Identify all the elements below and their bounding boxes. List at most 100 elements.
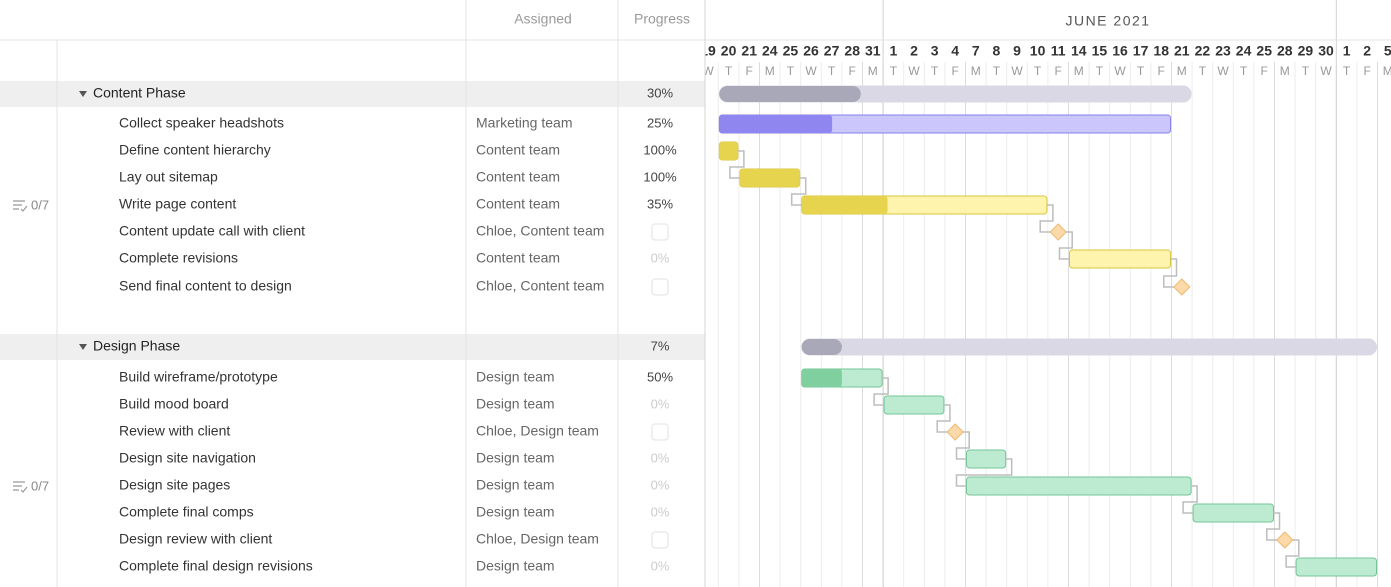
task-name[interactable]: Collect speaker headshots [119, 115, 284, 131]
weekday: M [1383, 64, 1391, 78]
task-name[interactable]: Write page content [119, 196, 236, 212]
weekday: F [849, 64, 856, 78]
day-number: 21 [1174, 43, 1190, 59]
task-assignee[interactable]: Design team [476, 477, 555, 493]
subtask-icon[interactable] [13, 200, 28, 212]
day-number: 29 [1298, 43, 1314, 59]
task-assignee[interactable]: Design team [476, 369, 555, 385]
milestone-checkbox[interactable] [651, 278, 669, 296]
day-number: 1 [890, 43, 898, 59]
milestone[interactable] [1276, 531, 1294, 549]
day-number: 10 [1030, 43, 1046, 59]
task-assignee[interactable]: Chloe, Design team [476, 423, 599, 439]
weekday: T [1199, 64, 1207, 78]
task-assignee[interactable]: Design team [476, 504, 555, 520]
task-name[interactable]: Lay out sitemap [119, 169, 218, 185]
day-number: 22 [1195, 43, 1211, 59]
day-number: 25 [1256, 43, 1272, 59]
column-header[interactable]: Progress [634, 11, 690, 27]
task-bar [883, 395, 945, 415]
task-progress: 25% [647, 115, 673, 130]
weekday: T [828, 64, 836, 78]
day-number: 14 [1071, 43, 1087, 59]
task-assignee[interactable]: Chloe, Content team [476, 278, 604, 294]
task-name[interactable]: Design site pages [119, 477, 230, 493]
milestone-checkbox[interactable] [651, 531, 669, 549]
task-name[interactable]: Build mood board [119, 396, 229, 412]
group-name[interactable]: Content Phase [93, 85, 186, 101]
day-number: 2 [910, 43, 918, 59]
collapse-toggle[interactable] [79, 91, 87, 97]
task-name[interactable]: Complete revisions [119, 250, 238, 266]
day-number: 5 [1384, 43, 1391, 59]
task-name[interactable]: Complete final design revisions [119, 558, 313, 574]
weekday: T [993, 64, 1001, 78]
task-name[interactable]: Design site navigation [119, 450, 256, 466]
weekday: T [1240, 64, 1248, 78]
dependency-line [790, 177, 807, 206]
group-progress: 7% [651, 338, 670, 353]
task-bar [1192, 503, 1274, 523]
subtask-count[interactable]: 0/7 [31, 478, 49, 493]
group-name[interactable]: Design Phase [93, 338, 180, 354]
dependency-line [1285, 539, 1300, 568]
milestone-checkbox[interactable] [651, 423, 669, 441]
task-assignee[interactable]: Chloe, Design team [476, 531, 599, 547]
task-progress: 0% [651, 477, 670, 492]
milestone-checkbox[interactable] [651, 223, 669, 241]
weekday: M [971, 64, 981, 78]
task-progress: 100% [643, 142, 677, 157]
day-number: 23 [1215, 43, 1231, 59]
day-number: 20 [721, 43, 737, 59]
task-assignee[interactable]: Marketing team [476, 115, 572, 131]
task-assignee[interactable]: Content team [476, 142, 560, 158]
milestone[interactable] [1173, 278, 1191, 296]
weekday: W [1320, 64, 1332, 78]
day-number: 19 [700, 43, 716, 59]
task-name[interactable]: Send final content to design [119, 278, 292, 294]
dependency-line [1039, 204, 1054, 233]
weekday: W [1217, 64, 1229, 78]
task-name[interactable]: Build wireframe/prototype [119, 369, 278, 385]
weekday: W [805, 64, 817, 78]
task-assignee[interactable]: Design team [476, 558, 555, 574]
task-assignee[interactable]: Chloe, Content team [476, 223, 604, 239]
weekday: T [931, 64, 939, 78]
weekday: F [1261, 64, 1268, 78]
task-name[interactable]: Review with client [119, 423, 230, 439]
day-number: 16 [1112, 43, 1128, 59]
task-assignee[interactable]: Design team [476, 450, 555, 466]
day-number: 4 [951, 43, 959, 59]
task-assignee[interactable]: Content team [476, 169, 560, 185]
task-name[interactable]: Content update call with client [119, 223, 305, 239]
task-assignee[interactable]: Content team [476, 250, 560, 266]
milestone[interactable] [1049, 223, 1067, 241]
weekday: W [702, 64, 714, 78]
column-header[interactable]: Assigned [514, 11, 572, 27]
weekday: F [1055, 64, 1062, 78]
day-number: 3 [931, 43, 939, 59]
group-bar [801, 338, 1377, 356]
task-name[interactable]: Design review with client [119, 531, 272, 547]
subtask-icon[interactable] [13, 481, 28, 493]
milestone[interactable] [946, 423, 964, 441]
dependency-line [936, 404, 951, 433]
day-number: 15 [1092, 43, 1108, 59]
day-number: 1 [1343, 43, 1351, 59]
weekday: T [890, 64, 898, 78]
task-assignee[interactable]: Content team [476, 196, 560, 212]
task-progress: 0% [651, 396, 670, 411]
day-number: 8 [993, 43, 1001, 59]
task-name[interactable]: Define content hierarchy [119, 142, 271, 158]
day-number: 31 [865, 43, 881, 59]
task-name[interactable]: Complete final comps [119, 504, 254, 520]
task-bar-progress [719, 142, 738, 160]
weekday: W [1011, 64, 1023, 78]
subtask-count[interactable]: 0/7 [31, 197, 49, 212]
dependency-line [955, 431, 970, 460]
group-row [0, 334, 705, 360]
day-number: 11 [1051, 43, 1066, 59]
task-bar-progress [801, 369, 842, 387]
task-assignee[interactable]: Design team [476, 396, 555, 412]
collapse-toggle[interactable] [79, 344, 87, 350]
